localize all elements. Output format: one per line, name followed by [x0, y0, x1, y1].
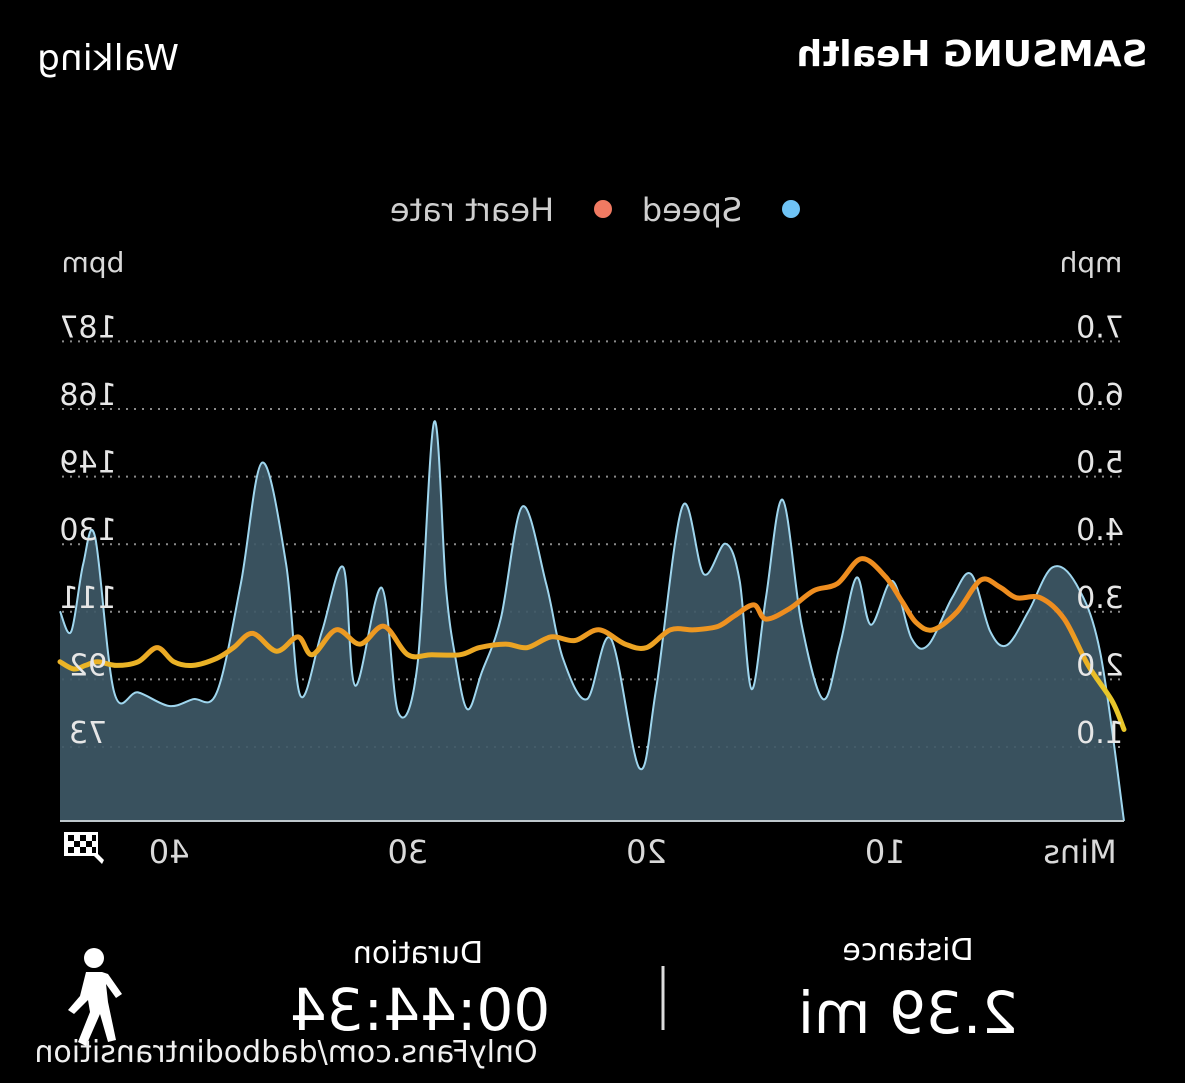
x-tick-label: 20	[626, 833, 667, 871]
legend-heart-rate-label: Heart rate	[390, 191, 554, 229]
legend-speed-label: Speed	[642, 191, 742, 229]
y-tick-label-bpm: 168	[59, 378, 116, 413]
y-tick-label-mph: 1.0	[1076, 716, 1124, 751]
brand-title: SAMSUNG Health	[797, 34, 1148, 75]
y-tick-label-mph: 4.0	[1076, 513, 1124, 548]
x-tick-label: 10	[865, 833, 906, 871]
distance-label: Distance	[842, 933, 973, 968]
y-tick-label-bpm: 73	[69, 716, 107, 751]
speed-series	[59, 420, 1125, 822]
heart-rate-series	[57, 556, 1127, 732]
activity-title: Walking	[37, 38, 179, 79]
y-tick-label-bpm: 187	[59, 310, 116, 345]
y-tick-label-mph: 7.0	[1076, 310, 1124, 345]
y-tick-label-mph: 5.0	[1076, 446, 1124, 481]
checkered-flag-icon	[64, 832, 104, 864]
chart-legend: Speed Heart rate	[390, 191, 800, 229]
x-tick-label: 40	[149, 833, 190, 871]
y-axis-ticks: 1.0 2.0 3.0 4.0 5.0 6.0 7.0 73 92 111 130 149 168 187	[59, 310, 1123, 751]
speed-line	[59, 420, 1125, 822]
y-tick-label-bpm: 149	[59, 446, 116, 481]
speed-area	[60, 421, 1124, 821]
y-tick-label-bpm: 111	[59, 581, 116, 616]
legend-speed-dot	[782, 200, 800, 218]
legend-heart-rate-dot	[594, 200, 612, 218]
y-tick-label-mph: 2.0	[1076, 648, 1124, 683]
x-axis-ticks: 10 20 30 40	[149, 833, 906, 871]
axis-unit-right: bpm	[62, 246, 125, 279]
y-tick-label-mph: 6.0	[1076, 378, 1124, 413]
y-tick-label-bpm: 92	[69, 648, 107, 683]
watermark-text: OnlyFans.com/dadbodintransition	[34, 1035, 537, 1070]
y-tick-label-mph: 3.0	[1076, 581, 1124, 616]
distance-value: 2.39 mi	[798, 979, 1018, 1047]
axis-unit-left: mph	[1060, 246, 1123, 279]
walking-person-icon	[68, 948, 122, 1046]
duration-value: 00:44:34	[290, 976, 551, 1044]
y-tick-label-bpm: 130	[59, 513, 116, 548]
heart-rate-line	[57, 556, 1127, 732]
x-axis-label: Mins	[1043, 833, 1116, 871]
duration-label: Duration	[353, 936, 483, 971]
x-tick-label: 30	[387, 833, 428, 871]
